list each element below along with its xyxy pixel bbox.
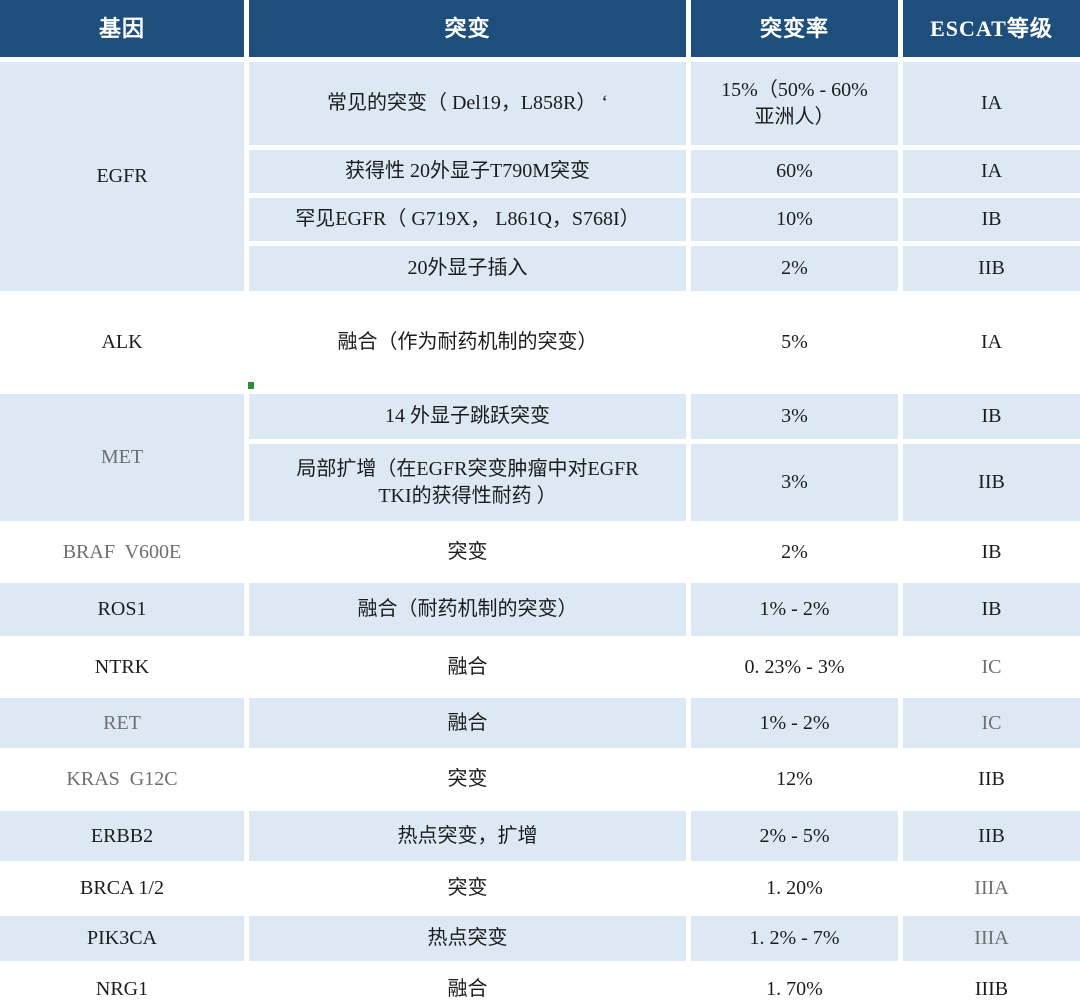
escat-cell: IA [903,62,1080,150]
mutation-cell: 突变 [249,526,691,583]
mutation-cell: 突变 [249,866,691,916]
gene-cell: EGFR [0,62,249,296]
escat-cell: IC [903,698,1080,753]
gene-cell: BRAF V600E [0,526,249,583]
escat-cell: IC [903,641,1080,698]
rate-cell: 2% [691,526,903,583]
mutation-cell: 融合（耐药机制的突变） [249,583,691,641]
gene-cell: BRCA 1/2 [0,866,249,916]
table-row: KRAS G12C 突变 12% IIB [0,753,1080,811]
rate-cell: 5% [691,296,903,394]
table-row: NTRK 融合 0. 23% - 3% IC [0,641,1080,698]
escat-cell: IA [903,296,1080,394]
rate-cell: 2% [691,246,903,296]
table-row: NRG1 融合 1. 70% IIIB [0,966,1080,1008]
rate-cell: 1. 2% - 7% [691,916,903,966]
mutation-cell: 20外显子插入 [249,246,691,296]
table-row: 获得性 20外显子T790M突变 60% IA [0,150,1080,198]
rate-cell: 1. 70% [691,966,903,1008]
escat-cell: IIIA [903,866,1080,916]
rate-cell: 3% [691,444,903,526]
column-header-mutation-rate: 突变率 [691,0,903,62]
escat-cell: IB [903,394,1080,444]
gene-cell: KRAS G12C [0,753,249,811]
escat-cell: IB [903,526,1080,583]
mutation-cell: 热点突变，扩增 [249,811,691,866]
escat-cell: IIB [903,444,1080,526]
table-row: ROS1 融合（耐药机制的突变） 1% - 2% IB [0,583,1080,641]
escat-cell: IIIA [903,916,1080,966]
rate-cell: 12% [691,753,903,811]
gene-cell: RET [0,698,249,753]
table-row: EGFR 常见的突变（ Del19，L858R） ‘ 15%（50% - 60%… [0,62,1080,296]
rate-cell: 1% - 2% [691,698,903,753]
escat-cell: IA [903,150,1080,198]
table-row: MET 14 外显子跳跃突变 3% IB [0,394,1080,526]
table-row: 局部扩增（在EGFR突变肿瘤中对EGFR TKI的获得性耐药 ） 3% IIB [0,444,1080,526]
mutation-cell: 融合 [249,641,691,698]
gene-cell: ROS1 [0,583,249,641]
gene-cell: NTRK [0,641,249,698]
table-row: PIK3CA 热点突变 1. 2% - 7% IIIA [0,916,1080,966]
column-header-escat-tier: ESCAT等级 [903,0,1080,62]
mutation-cell: 融合 [249,966,691,1008]
rate-cell: 1% - 2% [691,583,903,641]
table-row: BRAF V600E 突变 2% IB [0,526,1080,583]
table-row: RET 融合 1% - 2% IC [0,698,1080,753]
rate-cell: 10% [691,198,903,246]
rate-cell: 15%（50% - 60% 亚洲人） [691,62,903,150]
table-row: ERBB2 热点突变，扩增 2% - 5% IIB [0,811,1080,866]
mutation-cell: 罕见EGFR（ G719X， L861Q，S768I） [249,198,691,246]
table-row: 罕见EGFR（ G719X， L861Q，S768I） 10% IB [0,198,1080,246]
rate-cell: 60% [691,150,903,198]
mutation-cell: 融合 [249,698,691,753]
gene-cell: MET [0,394,249,526]
escat-cell: IIB [903,753,1080,811]
gene-cell: ALK [0,296,249,394]
rate-cell: 2% - 5% [691,811,903,866]
gene-cell: NRG1 [0,966,249,1008]
gene-cell: PIK3CA [0,916,249,966]
escat-cell: IB [903,198,1080,246]
column-header-gene: 基因 [0,0,249,62]
escat-cell: IIB [903,246,1080,296]
mutation-cell: 局部扩增（在EGFR突变肿瘤中对EGFR TKI的获得性耐药 ） [249,444,691,526]
escat-cell: IB [903,583,1080,641]
mutation-cell: 融合（作为耐药机制的突变） [249,296,691,394]
escat-cell: IIB [903,811,1080,866]
table-row: BRCA 1/2 突变 1. 20% IIIA [0,866,1080,916]
stray-green-mark [248,382,254,389]
rate-cell: 3% [691,394,903,444]
rate-cell: 0. 23% - 3% [691,641,903,698]
mutation-cell: 热点突变 [249,916,691,966]
escat-cell: IIIB [903,966,1080,1008]
mutation-cell: 获得性 20外显子T790M突变 [249,150,691,198]
gene-cell: ERBB2 [0,811,249,866]
rate-cell: 1. 20% [691,866,903,916]
table-row: ALK 融合（作为耐药机制的突变） 5% IA [0,296,1080,394]
table-row: 20外显子插入 2% IIB [0,246,1080,296]
mutation-cell: 突变 [249,753,691,811]
mutation-cell: 常见的突变（ Del19，L858R） ‘ [249,62,691,150]
column-header-mutation: 突变 [249,0,691,62]
mutation-cell: 14 外显子跳跃突变 [249,394,691,444]
